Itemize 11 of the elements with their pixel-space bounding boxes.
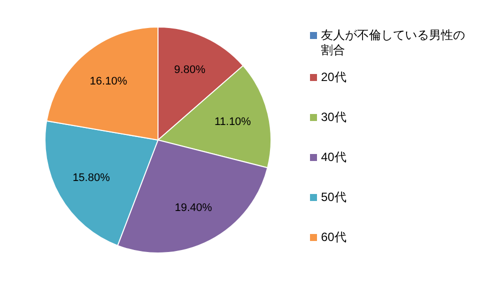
data-label: 16.10%	[90, 75, 128, 88]
legend-label: 友人が不倫している男性の割合	[321, 28, 466, 58]
legend-label: 30代	[321, 110, 346, 125]
data-label: 9.80%	[174, 64, 206, 76]
legend-label: 40代	[321, 150, 346, 165]
data-label: 19.40%	[174, 202, 212, 214]
data-label: 15.80%	[72, 172, 110, 184]
data-label: 11.10%	[214, 116, 252, 128]
legend-label: 20代	[321, 70, 346, 85]
legend-label: 60代	[321, 230, 346, 245]
legend-label: 50代	[321, 190, 346, 205]
